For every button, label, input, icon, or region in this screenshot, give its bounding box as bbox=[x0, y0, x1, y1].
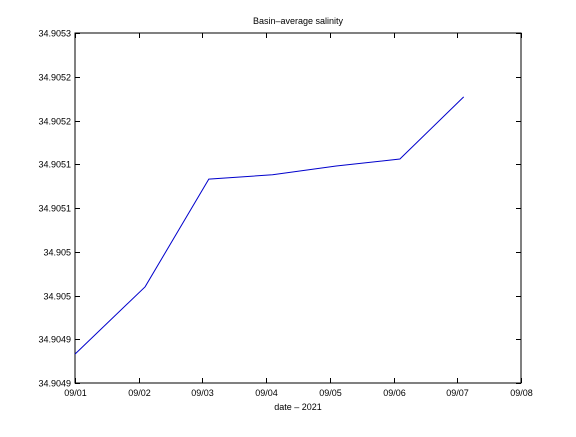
series-line bbox=[74, 96, 465, 355]
x-tick-label: 09/07 bbox=[446, 388, 469, 398]
y-tick-label: 34.905 bbox=[43, 292, 71, 302]
y-tick-label: 34.9049 bbox=[38, 379, 71, 389]
x-axis-label: date – 2021 bbox=[274, 402, 322, 412]
y-tick-label: 34.905 bbox=[43, 248, 71, 258]
chart-title: Basin–average salinity bbox=[253, 16, 344, 26]
x-axis: 09/01 09/02 09/03 09/04 09/05 09/06 09/07 09/08 bbox=[64, 33, 533, 398]
x-tick-label: 09/01 bbox=[64, 388, 87, 398]
y-tick-label: 34.9052 bbox=[38, 73, 71, 83]
series-layer bbox=[74, 96, 465, 355]
y-tick-label: 34.9049 bbox=[38, 335, 71, 345]
y-tick-label: 34.9051 bbox=[38, 204, 71, 214]
y-tick-label: 34.9052 bbox=[38, 117, 71, 127]
x-tick-label: 09/02 bbox=[128, 388, 151, 398]
x-tick-label: 09/05 bbox=[319, 388, 342, 398]
x-tick-label: 09/06 bbox=[383, 388, 406, 398]
plot-area bbox=[74, 32, 522, 384]
x-tick-label: 09/08 bbox=[510, 388, 533, 398]
x-tick-label: 09/03 bbox=[191, 388, 214, 398]
x-tick-label: 09/04 bbox=[255, 388, 278, 398]
y-axis: 34.9049 34.9049 34.905 34.905 34.9051 34.9051… bbox=[38, 29, 521, 389]
y-tick-label: 34.9053 bbox=[38, 29, 71, 39]
y-tick-label: 34.9051 bbox=[38, 160, 71, 170]
